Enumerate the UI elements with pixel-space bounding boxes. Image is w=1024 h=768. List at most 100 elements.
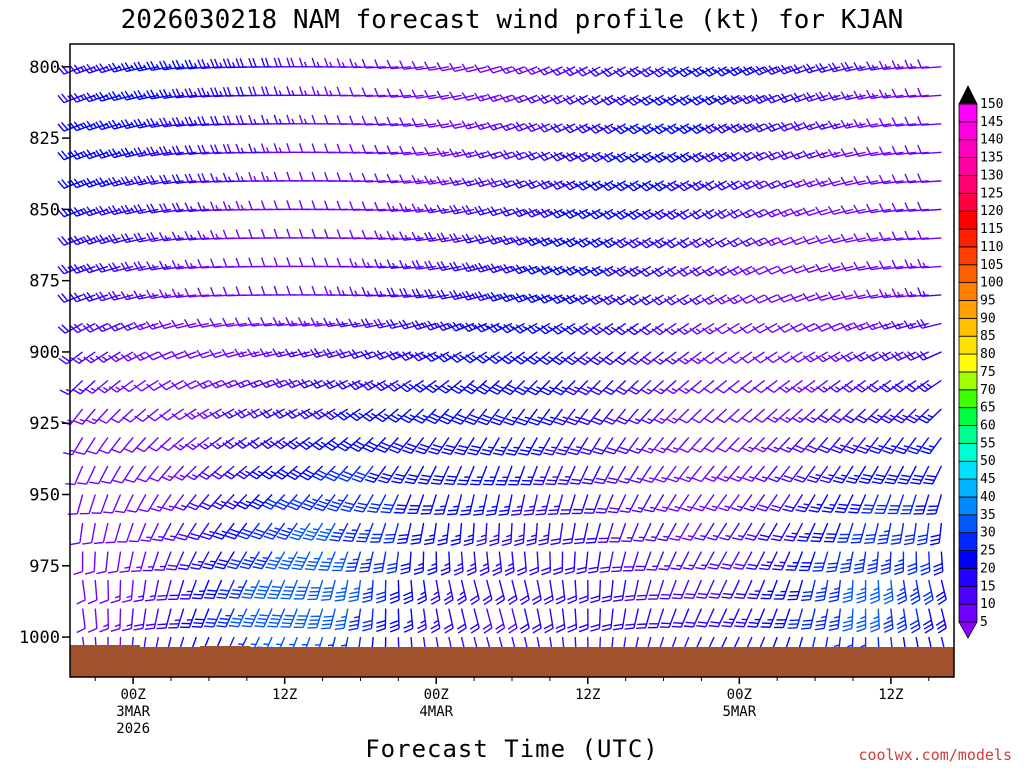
- barb-feather: [235, 143, 241, 154]
- wind-barb: [559, 494, 576, 515]
- barb-feather: [594, 447, 605, 452]
- barb-feather: [386, 570, 397, 575]
- barb-staff: [397, 580, 400, 601]
- wind-barb: [638, 294, 664, 306]
- barb-staff: [419, 522, 425, 543]
- barb-feather: [210, 258, 215, 268]
- barb-feather: [553, 566, 563, 572]
- wind-barb: [525, 351, 551, 365]
- barb-feather: [374, 173, 380, 183]
- barb-half-feather: [562, 416, 569, 420]
- barb-feather: [759, 567, 769, 571]
- barb-feather: [555, 627, 566, 634]
- wind-barb: [70, 235, 96, 246]
- barb-feather: [626, 183, 635, 192]
- barb-feather: [312, 475, 322, 481]
- barb-staff: [300, 551, 311, 570]
- barb-feather: [402, 383, 411, 390]
- barb-feather: [323, 412, 332, 421]
- barb-staff: [674, 408, 690, 424]
- barb-half-feather: [521, 294, 527, 300]
- barb-feather: [553, 570, 563, 576]
- barb-half-feather: [117, 179, 123, 185]
- barb-half-feather: [379, 262, 384, 268]
- wind-barb: [411, 259, 437, 270]
- wind-barb: [461, 149, 487, 159]
- barb-feather: [543, 595, 553, 601]
- barb-feather: [376, 627, 386, 633]
- barb-feather: [663, 69, 672, 78]
- barb-feather: [263, 409, 271, 417]
- barb-half-feather: [290, 320, 295, 326]
- barb-feather: [146, 118, 152, 128]
- barb-feather: [685, 621, 696, 624]
- barb-feather: [739, 96, 747, 105]
- barb-half-feather: [597, 268, 603, 273]
- barb-staff: [666, 522, 677, 541]
- wind-barb: [184, 436, 210, 451]
- barb-half-feather: [431, 562, 437, 567]
- wind-barb: [581, 465, 602, 485]
- barb-feather: [481, 383, 491, 390]
- wind-barb: [743, 494, 766, 512]
- barb-feather: [399, 259, 405, 270]
- barb-feather: [524, 237, 532, 247]
- barb-feather: [456, 448, 466, 452]
- wind-barb: [470, 465, 488, 486]
- wind-barb: [120, 90, 146, 101]
- barb-feather: [629, 239, 638, 247]
- barb-feather: [86, 206, 94, 215]
- barb-feather: [739, 153, 747, 162]
- barb-staff: [181, 465, 197, 481]
- wind-barb: [533, 465, 551, 486]
- barb-feather: [578, 152, 587, 161]
- wind-barb: [235, 257, 260, 268]
- barb-staff: [465, 465, 475, 485]
- wind-barb: [647, 579, 665, 600]
- barb-feather: [436, 62, 443, 72]
- barb-feather: [158, 260, 165, 270]
- wind-barb: [76, 579, 86, 605]
- wind-barb: [313, 494, 336, 512]
- wind-barb: [626, 123, 652, 135]
- wind-barb: [248, 286, 273, 296]
- barb-feather: [86, 63, 94, 73]
- barb-feather: [184, 88, 190, 98]
- barb-feather: [414, 320, 422, 329]
- barb-feather: [416, 415, 426, 421]
- barb-feather: [449, 233, 456, 243]
- barb-feather: [208, 380, 217, 389]
- wind-barb: [461, 120, 487, 130]
- barb-half-feather: [329, 289, 333, 296]
- barb-feather: [413, 418, 423, 424]
- barb-feather: [730, 477, 740, 482]
- barb-feather: [252, 57, 257, 68]
- barb-half-feather: [505, 67, 511, 73]
- barb-staff: [142, 608, 147, 629]
- barb-staff: [166, 408, 185, 421]
- barb-feather: [624, 627, 635, 630]
- barb-half-feather: [560, 356, 567, 361]
- barb-half-feather: [278, 350, 283, 357]
- barb-feather: [439, 419, 449, 425]
- wind-barb: [327, 494, 349, 512]
- barb-feather: [575, 211, 584, 220]
- barb-half-feather: [340, 644, 347, 647]
- barb-feather: [730, 123, 739, 132]
- barb-feather: [633, 539, 643, 542]
- barb-feather: [260, 143, 266, 153]
- barb-feather: [297, 317, 304, 327]
- barb-half-feather: [391, 262, 396, 269]
- wind-barb: [613, 180, 639, 192]
- wind-barb: [424, 175, 449, 185]
- wind-barb: [108, 176, 134, 187]
- barb-feather: [436, 147, 443, 157]
- barb-feather: [534, 479, 545, 482]
- barb-half-feather: [698, 154, 704, 159]
- barb-feather: [540, 236, 549, 245]
- barb-feather: [461, 177, 468, 187]
- barb-half-feather: [266, 175, 270, 182]
- barb-feather: [717, 152, 726, 161]
- wind-barb: [626, 294, 652, 306]
- barb-feather: [210, 58, 215, 69]
